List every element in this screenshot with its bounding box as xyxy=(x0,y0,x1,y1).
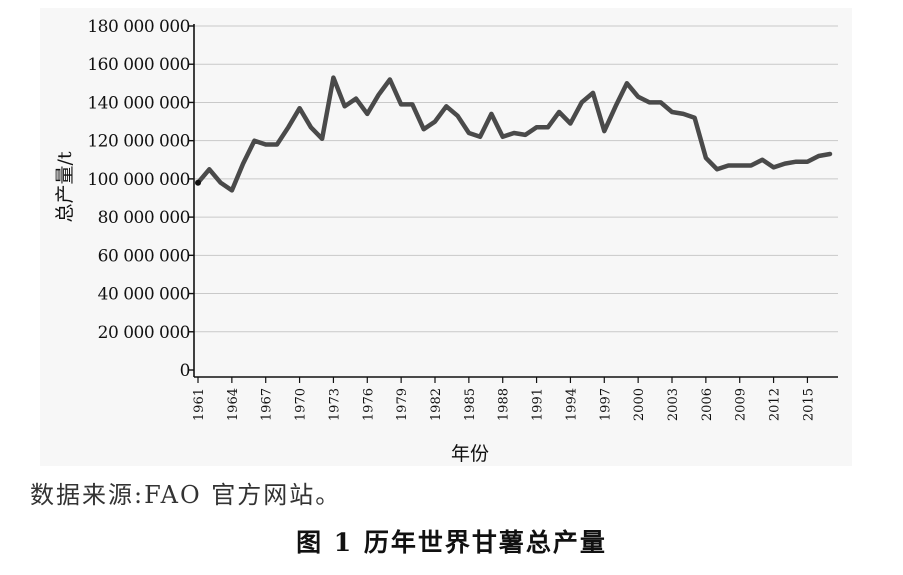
data-point xyxy=(208,168,210,170)
data-point xyxy=(344,105,346,107)
x-tick-label: 1973 xyxy=(327,388,342,421)
x-tick-label: 2003 xyxy=(666,388,681,421)
data-point xyxy=(423,128,425,130)
x-tick-labels: 1961 1964 1967 1970 1973 1976 1979 1982 1985 1988… xyxy=(192,388,816,421)
data-point xyxy=(355,98,357,100)
data-point xyxy=(400,103,402,105)
gridlines xyxy=(194,25,838,333)
data-point xyxy=(332,77,334,79)
axes xyxy=(188,24,838,383)
y-tick-labels: 0 20 000 000 40 000 000 60 000 000 80 000 00… xyxy=(87,17,190,381)
data-point xyxy=(389,78,391,81)
data-point xyxy=(287,126,289,128)
y-tick-label: 120 000 000 xyxy=(87,132,190,152)
y-axis-title: 总产量/t xyxy=(54,151,76,222)
data-point xyxy=(727,164,730,167)
data-point xyxy=(818,155,820,157)
data-point xyxy=(220,182,222,184)
data-point xyxy=(716,168,718,170)
data-point xyxy=(445,105,447,107)
y-tick-label: 100 000 000 xyxy=(87,170,190,190)
data-point xyxy=(750,164,752,167)
data-point xyxy=(479,136,481,138)
x-tick-label: 2009 xyxy=(734,388,749,421)
data-point xyxy=(366,113,368,115)
data-point xyxy=(457,115,459,117)
data-point xyxy=(660,101,662,103)
data-point xyxy=(671,111,673,113)
data-point xyxy=(795,161,797,163)
data-point xyxy=(378,94,380,96)
data-point xyxy=(615,105,617,107)
data-point xyxy=(773,166,775,168)
data-point xyxy=(524,134,526,136)
data-point xyxy=(299,107,301,109)
data-point xyxy=(558,111,560,113)
data-point xyxy=(547,126,549,128)
data-point xyxy=(468,132,470,134)
y-tick-label: 160 000 000 xyxy=(87,55,190,75)
x-tick-label: 2012 xyxy=(768,388,783,421)
data-point xyxy=(265,143,267,146)
y-tick-label: 180 000 000 xyxy=(87,17,190,37)
data-point xyxy=(648,101,651,103)
figure-caption: 图 1 历年世界甘薯总产量 xyxy=(296,528,607,557)
x-tick-label: 1964 xyxy=(226,388,241,421)
plot-panel xyxy=(40,8,852,466)
x-tick-label: 1979 xyxy=(395,388,410,421)
y-tick-label: 140 000 000 xyxy=(87,93,190,113)
y-tick-label: 0 xyxy=(180,361,190,381)
x-tick-label: 1988 xyxy=(497,388,512,421)
x-tick-label: 1961 xyxy=(192,388,207,421)
x-tick-label: 1967 xyxy=(260,388,275,421)
data-point xyxy=(784,163,786,165)
data-point xyxy=(761,159,763,161)
x-axis-title: 年份 xyxy=(451,443,489,465)
data-point xyxy=(603,130,605,132)
data-point xyxy=(231,189,233,191)
data-point xyxy=(321,138,323,140)
x-tick-label: 1976 xyxy=(361,388,376,421)
data-point xyxy=(682,113,684,115)
data-point xyxy=(490,113,492,115)
data-point xyxy=(434,121,436,123)
source-note: 数据来源:FAO 官方网站。 xyxy=(30,481,342,509)
y-tick-label: 20 000 000 xyxy=(98,323,190,343)
data-point xyxy=(626,82,628,84)
series-line xyxy=(195,75,833,193)
x-tick-label: 1997 xyxy=(598,388,613,421)
x-tick-label: 2000 xyxy=(632,388,647,421)
data-point xyxy=(242,163,244,165)
line-chart: 0 20 000 000 40 000 000 60 000 000 80 000 00… xyxy=(54,17,838,465)
x-tick-label: 2006 xyxy=(700,388,715,421)
data-point xyxy=(502,136,504,138)
y-tick-label: 80 000 000 xyxy=(98,208,190,228)
data-point xyxy=(569,122,572,125)
data-point xyxy=(739,164,741,167)
data-point xyxy=(536,126,538,128)
data-point xyxy=(513,132,515,134)
data-point xyxy=(806,161,809,163)
data-point xyxy=(581,101,583,103)
data-point xyxy=(637,96,639,98)
y-tick-label: 60 000 000 xyxy=(98,246,190,266)
x-tick-label: 1970 xyxy=(294,388,309,421)
data-point xyxy=(276,143,278,146)
data-point xyxy=(195,179,201,186)
x-tick-label: 1994 xyxy=(564,388,579,421)
y-tick-label: 40 000 000 xyxy=(98,285,190,305)
series-layer xyxy=(195,75,833,193)
data-point xyxy=(694,117,696,119)
x-tick-label: 1982 xyxy=(429,388,444,421)
x-tick-label: 1991 xyxy=(531,388,546,421)
data-point xyxy=(253,140,255,142)
data-point xyxy=(592,92,594,94)
data-point xyxy=(705,157,707,159)
data-point xyxy=(411,103,413,105)
x-tick-label: 2015 xyxy=(801,388,816,421)
x-tick-label: 1985 xyxy=(463,388,478,421)
data-point xyxy=(310,126,312,128)
data-point xyxy=(829,153,831,155)
